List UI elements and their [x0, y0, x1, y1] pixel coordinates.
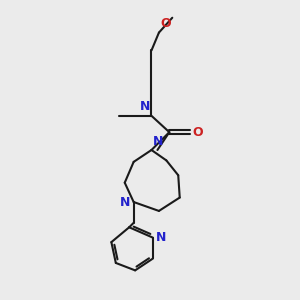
Text: O: O	[160, 16, 171, 30]
Text: N: N	[153, 135, 163, 148]
Text: N: N	[156, 231, 166, 244]
Text: N: N	[140, 100, 150, 113]
Text: O: O	[193, 126, 203, 139]
Text: N: N	[120, 196, 131, 208]
